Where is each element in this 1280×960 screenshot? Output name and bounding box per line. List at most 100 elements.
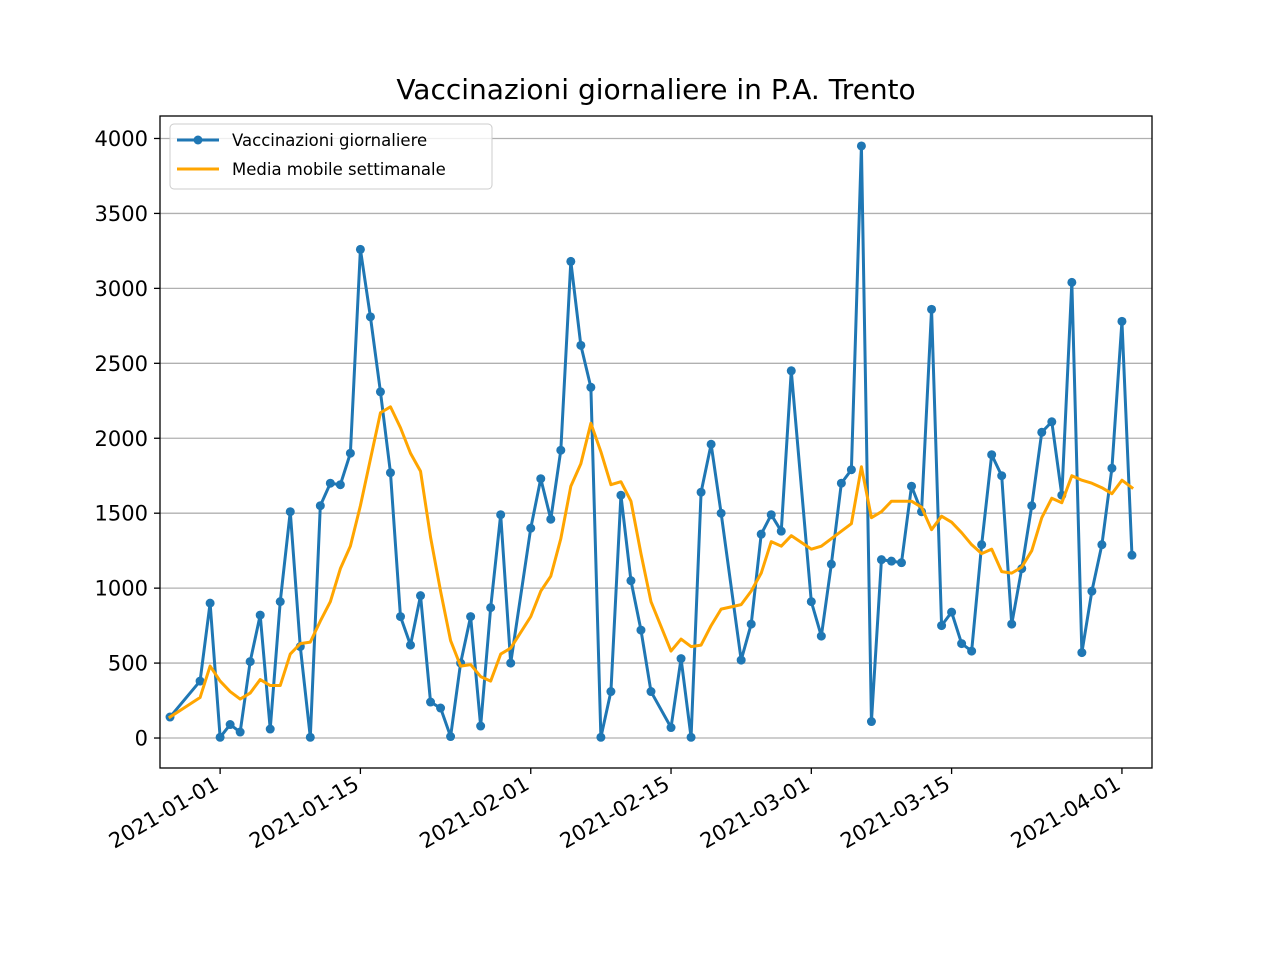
daily-vaccinations-point <box>265 724 275 734</box>
daily-vaccinations-point <box>556 445 566 455</box>
daily-vaccinations-point <box>1107 463 1117 473</box>
daily-vaccinations-point <box>756 529 766 539</box>
y-tick-label: 4000 <box>95 127 148 151</box>
daily-vaccinations-point <box>466 612 476 622</box>
legend-daily-label: Vaccinazioni giornaliere <box>232 131 427 150</box>
y-tick-label: 2500 <box>95 352 148 376</box>
daily-vaccinations-point <box>896 558 906 568</box>
daily-vaccinations-point <box>606 687 616 697</box>
daily-vaccinations-point <box>576 340 586 350</box>
daily-vaccinations-point <box>1067 277 1077 287</box>
daily-vaccinations-point <box>816 631 826 641</box>
chart-title: Vaccinazioni giornaliere in P.A. Trento <box>396 73 915 106</box>
daily-vaccinations-point <box>325 478 335 488</box>
y-tick-label: 500 <box>108 652 148 676</box>
daily-vaccinations-point <box>636 625 646 635</box>
daily-vaccinations-point <box>937 621 947 631</box>
daily-vaccinations-point <box>476 721 486 731</box>
daily-vaccinations-point <box>776 526 786 536</box>
daily-vaccinations-point <box>355 244 365 254</box>
daily-vaccinations-point <box>205 598 215 608</box>
daily-vaccinations-point <box>315 501 325 511</box>
daily-vaccinations-point <box>987 450 997 460</box>
daily-vaccinations-point <box>586 382 596 392</box>
daily-vaccinations-point <box>416 591 426 601</box>
daily-vaccinations-point <box>1097 540 1107 550</box>
daily-vaccinations-point <box>957 639 967 649</box>
daily-vaccinations-point <box>536 474 546 484</box>
daily-vaccinations-point <box>596 732 606 742</box>
daily-vaccinations-point <box>506 658 516 668</box>
daily-vaccinations-point <box>876 555 886 565</box>
daily-vaccinations-point <box>806 597 816 607</box>
daily-vaccinations-point <box>886 556 896 566</box>
daily-vaccinations-point <box>977 540 987 550</box>
daily-vaccinations-point <box>836 478 846 488</box>
daily-vaccinations-point <box>546 514 556 524</box>
daily-vaccinations-point <box>866 717 876 727</box>
daily-vaccinations-point <box>235 727 245 737</box>
daily-vaccinations-point <box>225 720 235 730</box>
plot-series <box>165 141 1137 742</box>
legend-daily-marker <box>193 135 203 145</box>
moving-average-line <box>167 405 1135 720</box>
daily-vaccinations-point <box>305 732 315 742</box>
plot-area-frame <box>159 115 1153 769</box>
daily-vaccinations-point <box>997 471 1007 481</box>
daily-vaccinations-point <box>566 256 576 266</box>
y-tick-label: 2000 <box>95 427 148 451</box>
daily-vaccinations-point <box>526 523 536 533</box>
daily-vaccinations-point <box>1027 501 1037 511</box>
daily-vaccinations-point <box>616 490 626 500</box>
y-tick-label: 0 <box>135 727 148 751</box>
daily-vaccinations-point <box>696 487 706 497</box>
daily-vaccinations-point <box>1037 427 1047 437</box>
daily-vaccinations-point <box>195 676 205 686</box>
daily-vaccinations-point <box>496 510 506 520</box>
daily-vaccinations-point <box>626 576 636 586</box>
daily-vaccinations-point <box>406 640 416 650</box>
daily-vaccinations-point <box>646 687 656 697</box>
daily-vaccinations-point <box>486 603 496 613</box>
daily-vaccinations-point <box>736 655 746 665</box>
daily-vaccinations-point <box>1087 586 1097 596</box>
y-tick-label: 1500 <box>95 502 148 526</box>
daily-vaccinations-point <box>446 732 456 742</box>
y-axis: 0 500 1000 1500 2000 2500 3000 3500 4000 <box>95 127 160 751</box>
daily-vaccinations-point <box>686 732 696 742</box>
daily-vaccinations-point <box>846 465 856 475</box>
legend-box <box>169 123 493 190</box>
daily-vaccinations-point <box>766 510 776 520</box>
daily-vaccinations-point <box>676 654 686 664</box>
daily-vaccinations-point <box>395 612 405 622</box>
daily-vaccinations-point <box>826 559 836 569</box>
daily-vaccinations-point <box>907 481 917 491</box>
daily-vaccinations-point <box>716 508 726 518</box>
daily-vaccinations-point <box>1047 417 1057 427</box>
daily-vaccinations-point <box>746 619 756 629</box>
daily-vaccinations-point <box>245 657 255 667</box>
daily-vaccinations-point <box>375 387 385 397</box>
daily-vaccinations-point <box>365 312 375 322</box>
daily-vaccinations-point <box>426 697 436 707</box>
daily-vaccinations-point <box>1127 550 1137 560</box>
y-tick-label: 1000 <box>95 577 148 601</box>
legend-moving-average-label: Media mobile settimanale <box>232 160 446 179</box>
daily-vaccinations-point <box>1117 316 1127 326</box>
daily-vaccinations-point <box>335 480 345 490</box>
daily-vaccinations-point <box>786 366 796 376</box>
daily-vaccinations-point <box>927 304 937 314</box>
daily-vaccinations-point <box>947 607 957 617</box>
daily-vaccinations-point <box>345 448 355 458</box>
legend: Vaccinazioni giornaliere Media mobile se… <box>169 123 493 190</box>
daily-vaccinations-point <box>706 439 716 449</box>
y-tick-label: 3500 <box>95 202 148 226</box>
daily-vaccinations-point <box>285 507 295 517</box>
daily-vaccinations-point <box>1077 648 1087 658</box>
daily-vaccinations-point <box>275 597 285 607</box>
daily-vaccinations-point <box>1007 619 1017 629</box>
daily-vaccinations-point <box>967 646 977 656</box>
y-tick-label: 3000 <box>95 277 148 301</box>
daily-vaccinations-point <box>385 468 395 478</box>
